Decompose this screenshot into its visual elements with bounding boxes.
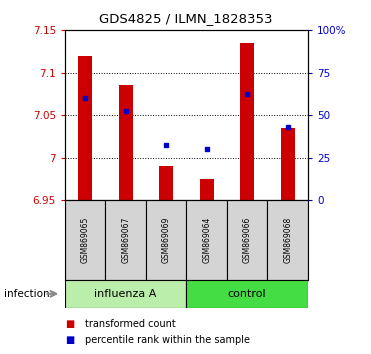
Bar: [159, 166, 173, 200]
Bar: [267, 200, 308, 280]
Text: GSM869069: GSM869069: [162, 217, 171, 263]
Text: GSM869066: GSM869066: [243, 217, 252, 263]
Text: ■: ■: [65, 335, 74, 345]
Bar: [227, 200, 267, 280]
Bar: [280, 128, 295, 200]
Bar: [78, 56, 92, 200]
Bar: [146, 200, 187, 280]
Text: influenza A: influenza A: [95, 289, 157, 299]
Text: percentile rank within the sample: percentile rank within the sample: [85, 335, 250, 345]
Text: GSM869068: GSM869068: [283, 217, 292, 263]
Bar: [240, 43, 254, 200]
Text: control: control: [228, 289, 266, 299]
Text: transformed count: transformed count: [85, 319, 176, 329]
Bar: [105, 200, 146, 280]
Bar: [200, 179, 214, 200]
Bar: [187, 280, 308, 308]
Text: ■: ■: [65, 319, 74, 329]
Text: GDS4825 / ILMN_1828353: GDS4825 / ILMN_1828353: [99, 12, 272, 25]
Bar: [65, 280, 187, 308]
Text: GSM869067: GSM869067: [121, 217, 130, 263]
Bar: [187, 200, 227, 280]
Text: infection: infection: [4, 289, 49, 299]
Bar: [65, 200, 105, 280]
Bar: [119, 85, 133, 200]
Text: GSM869064: GSM869064: [202, 217, 211, 263]
Text: GSM869065: GSM869065: [81, 217, 90, 263]
